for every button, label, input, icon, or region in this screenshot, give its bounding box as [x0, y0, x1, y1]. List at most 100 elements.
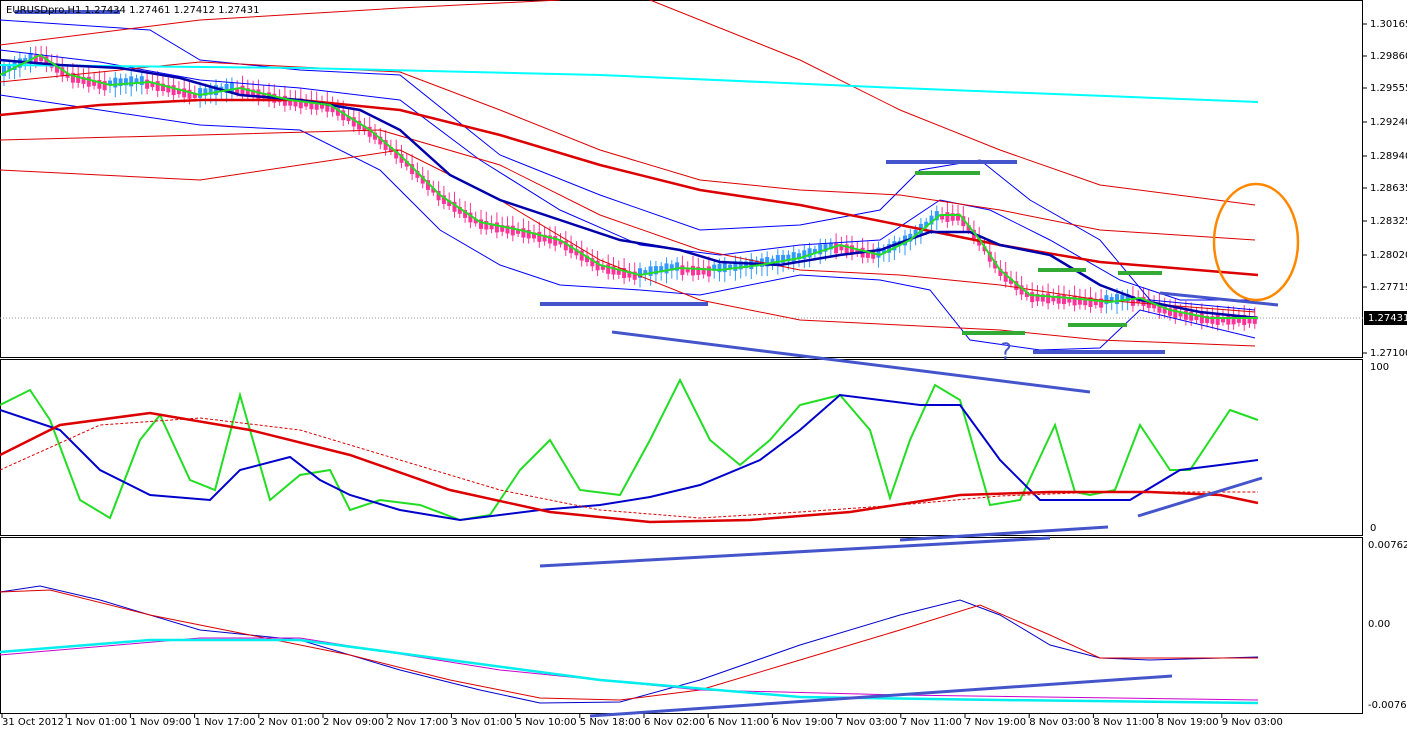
- candle-body: [251, 89, 256, 97]
- candle-body: [1173, 308, 1178, 318]
- time-label: 7 Nov 11:00: [901, 717, 962, 728]
- trendline: [899, 525, 1109, 542]
- candle-body: [574, 249, 579, 256]
- candle-body: [203, 88, 208, 96]
- candle-body: [39, 54, 44, 62]
- trendline: [1137, 476, 1263, 518]
- candle-body: [521, 228, 526, 238]
- candle-body: [108, 80, 112, 86]
- trendline: [589, 674, 1173, 718]
- candle-body: [17, 58, 22, 68]
- candle-body: [97, 79, 102, 89]
- candle-body: [569, 244, 574, 254]
- candle-body: [669, 264, 674, 271]
- macd-label: 0.00: [1368, 619, 1390, 630]
- candle-body: [606, 264, 611, 274]
- candle-body: [765, 257, 770, 267]
- candle-body: [123, 78, 128, 86]
- candle-body: [1109, 297, 1114, 303]
- candle-body: [547, 235, 552, 244]
- candle-body: [998, 268, 1003, 276]
- candle-body: [691, 265, 695, 276]
- stochastic-slow: [0, 393, 1259, 522]
- candle-body: [76, 75, 81, 83]
- candle-body: [632, 271, 637, 280]
- time-label: 6 Nov 11:00: [708, 717, 769, 728]
- candle-body: [818, 244, 823, 255]
- price-label: 1.27715: [1370, 282, 1407, 293]
- candle-body: [844, 244, 849, 253]
- candle-body: [28, 52, 33, 63]
- oscillator-panel: [0, 359, 1363, 536]
- candle-body: [378, 136, 383, 145]
- candle-body: [834, 243, 839, 254]
- candle-body: [1226, 315, 1231, 325]
- candle-body: [595, 260, 600, 271]
- candle-body: [616, 268, 621, 275]
- candle-body: [1072, 295, 1077, 306]
- candle-body: [1009, 278, 1013, 284]
- candle-body: [70, 72, 75, 83]
- candle-body: [579, 250, 584, 261]
- candle-body: [447, 200, 452, 207]
- candle-body: [558, 240, 563, 245]
- candle-body: [1152, 302, 1157, 309]
- band: [0, 94, 1256, 351]
- candle-body: [198, 88, 203, 98]
- candle-body: [113, 77, 118, 88]
- candle-body: [1183, 310, 1188, 320]
- time-label: 8 Nov 11:00: [1093, 717, 1154, 728]
- candle-body: [494, 222, 499, 233]
- candle-body: [44, 56, 49, 67]
- candle-body: [161, 83, 165, 92]
- candle-body: [1093, 300, 1098, 306]
- candle-body: [1067, 297, 1072, 303]
- candle-body: [1019, 285, 1024, 295]
- candle-body: [1242, 315, 1247, 325]
- candle-body: [320, 103, 324, 109]
- candle-body: [728, 264, 733, 269]
- candle-body: [913, 229, 918, 237]
- candle-body: [590, 258, 595, 267]
- candle-body: [505, 225, 510, 234]
- candle-body: [1157, 302, 1162, 313]
- time-label: 1 Nov 17:00: [195, 717, 256, 728]
- candle-body: [1252, 316, 1257, 324]
- price-label: 1.28940: [1370, 151, 1407, 162]
- price-label: 1.27100: [1370, 348, 1407, 359]
- candle-body: [314, 100, 319, 110]
- oscillator-label: 0: [1370, 523, 1376, 534]
- candle-body: [357, 120, 362, 130]
- candle-body: [1221, 317, 1225, 323]
- candle-body: [940, 214, 945, 220]
- candle-body: [653, 266, 658, 275]
- candle-body: [532, 232, 536, 239]
- candle-body: [738, 261, 743, 270]
- candle-body: [473, 218, 478, 224]
- time-label: 6 Nov 02:00: [644, 717, 705, 728]
- candle-body: [256, 89, 261, 100]
- candle-body: [134, 78, 139, 84]
- time-label: 9 Nov 03:00: [1222, 717, 1283, 728]
- candle-body: [865, 250, 870, 258]
- candle-body: [431, 188, 436, 193]
- candle-body: [526, 229, 531, 239]
- candle-body: [214, 85, 218, 96]
- candle-body: [537, 231, 542, 242]
- candle-body: [118, 78, 123, 86]
- candle-body: [1099, 298, 1104, 308]
- candle-body: [1189, 311, 1194, 321]
- candle-body: [945, 212, 950, 222]
- price-label: 1.30165: [1370, 19, 1407, 30]
- band: [0, 129, 1256, 313]
- time-label: 1 Nov 09:00: [130, 717, 191, 728]
- band: [0, 49, 1255, 301]
- trendline: [611, 330, 1091, 394]
- candle-body: [351, 117, 356, 127]
- candle-body: [187, 89, 192, 99]
- candle-body: [1125, 293, 1130, 302]
- price-label: 1.28020: [1370, 250, 1407, 261]
- time-label: 3 Nov 01:00: [451, 717, 512, 728]
- ma-green: [0, 53, 1258, 319]
- candle-body: [383, 140, 388, 150]
